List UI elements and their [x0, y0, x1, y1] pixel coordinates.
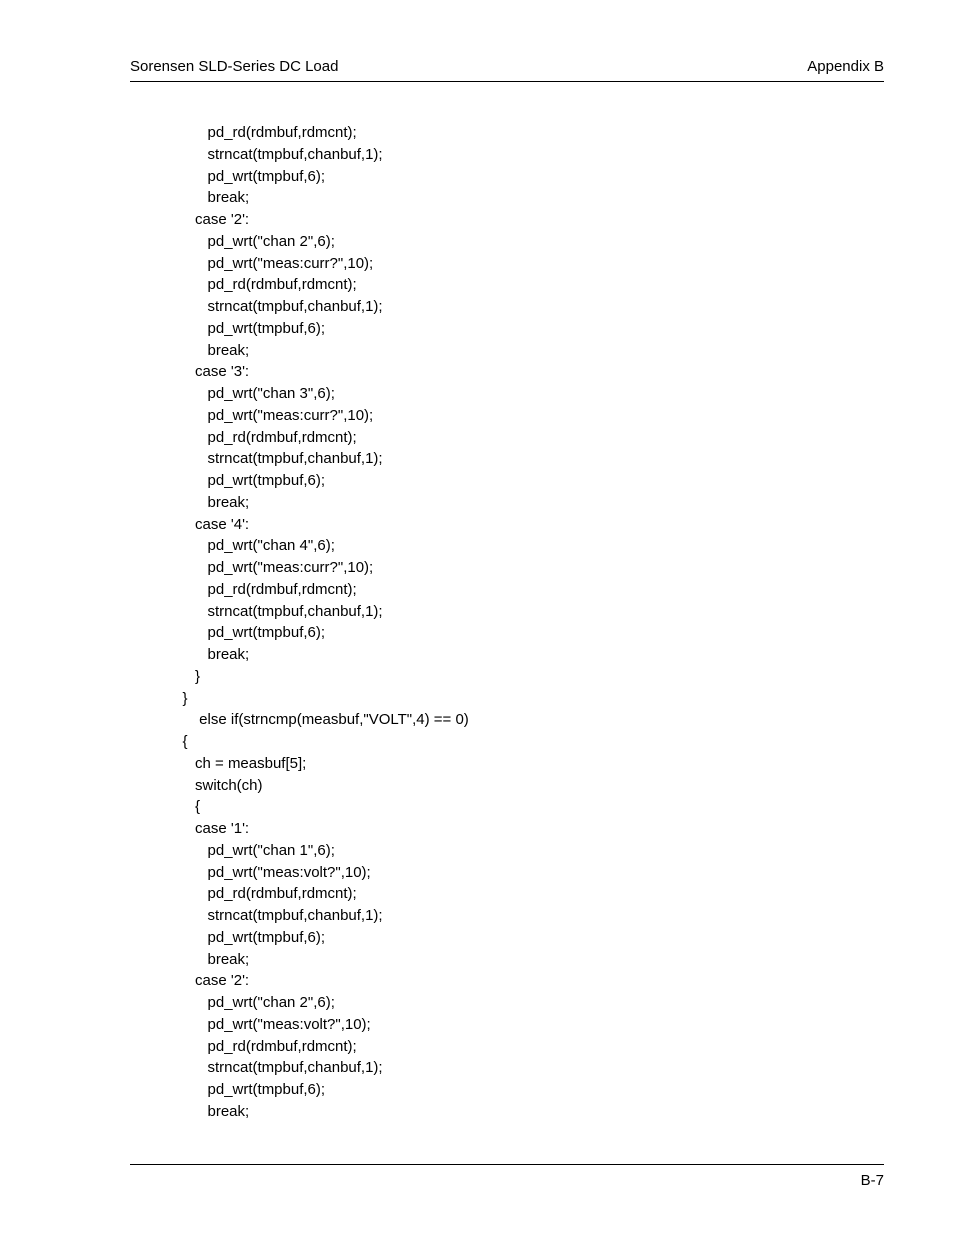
header-left: Sorensen SLD-Series DC Load	[130, 58, 338, 75]
page-header: Sorensen SLD-Series DC Load Appendix B	[130, 58, 884, 82]
document-page: Sorensen SLD-Series DC Load Appendix B p…	[0, 0, 954, 1235]
page-number: B-7	[861, 1172, 884, 1189]
code-listing: pd_rd(rdmbuf,rdmcnt); strncat(tmpbuf,cha…	[170, 122, 884, 1123]
footer-rule	[130, 1164, 884, 1165]
header-right: Appendix B	[807, 58, 884, 75]
